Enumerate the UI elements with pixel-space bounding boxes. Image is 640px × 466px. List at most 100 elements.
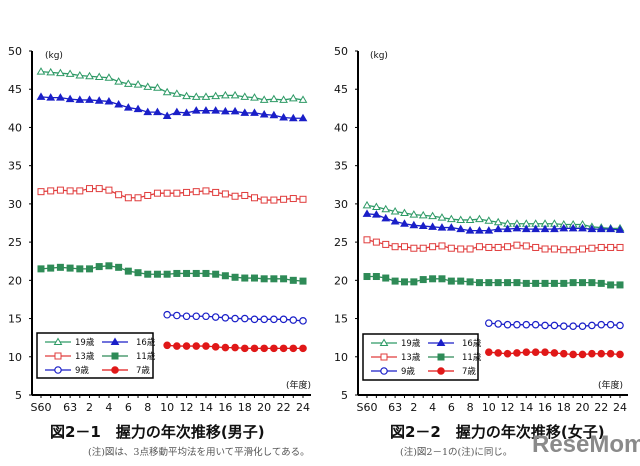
circle-marker: [221, 313, 230, 322]
square-marker: [47, 264, 55, 272]
square-marker: [494, 243, 502, 251]
circle-marker: [550, 321, 559, 330]
series-line: [366, 204, 620, 230]
square-marker: [429, 275, 437, 283]
y-tick-label: 45: [8, 83, 22, 96]
square-marker: [250, 274, 258, 282]
square-marker: [419, 244, 427, 252]
triangle-marker: [259, 109, 269, 118]
square-marker: [86, 265, 94, 273]
square-marker: [47, 187, 55, 195]
circle-marker: [578, 322, 587, 331]
square-marker: [289, 195, 297, 203]
triangle-marker: [46, 67, 56, 76]
series-9歳: [485, 319, 624, 331]
legend-label: 11歳: [462, 352, 482, 363]
square-marker: [485, 279, 493, 287]
circle-marker: [192, 342, 201, 350]
series-line: [40, 96, 303, 119]
square-marker: [124, 194, 132, 202]
triangle-marker: [269, 110, 279, 119]
square-marker: [37, 265, 45, 273]
triangle-marker: [456, 215, 466, 223]
y-tick-label: 30: [8, 198, 22, 211]
square-marker: [212, 270, 220, 278]
square-marker: [289, 276, 297, 284]
x-tick-label: 4: [105, 401, 112, 414]
x-tick-label: 18: [557, 401, 571, 414]
legend-label: 19歳: [401, 338, 421, 349]
square-marker: [221, 272, 229, 280]
square-marker: [475, 279, 483, 287]
triangle-marker: [400, 219, 409, 227]
chart-title: 図2－1 握力の年次推移(男子): [50, 423, 265, 441]
circle-marker: [279, 344, 288, 353]
triangle-marker: [390, 216, 400, 225]
square-marker: [231, 273, 239, 281]
square-marker: [124, 267, 132, 275]
square-marker: [144, 191, 152, 199]
square-marker: [202, 269, 210, 277]
x-tick-label: 10: [482, 401, 496, 414]
square-marker: [299, 277, 307, 285]
square-marker: [438, 242, 446, 250]
triangle-marker: [123, 79, 133, 87]
x-tick-label: 20: [257, 401, 271, 414]
square-marker: [616, 243, 624, 251]
square-marker: [95, 263, 103, 271]
square-marker: [541, 245, 549, 253]
circle-marker: [250, 344, 259, 353]
square-marker: [115, 191, 123, 199]
triangle-marker: [153, 107, 162, 116]
triangle-marker: [381, 213, 391, 222]
triangle-marker: [521, 224, 531, 233]
square-marker: [457, 277, 465, 285]
legend-label: 19歳: [75, 337, 95, 348]
square-marker: [37, 188, 45, 196]
square-marker: [54, 352, 62, 360]
triangle-marker: [409, 220, 419, 229]
triangle-marker: [182, 91, 191, 100]
circle-marker: [531, 320, 540, 329]
triangle-marker: [465, 226, 475, 234]
square-marker: [579, 279, 587, 287]
triangle-marker: [123, 103, 133, 111]
circle-marker: [202, 342, 210, 350]
triangle-marker: [153, 83, 162, 91]
triangle-marker: [240, 92, 250, 100]
square-marker: [173, 269, 181, 277]
circle-marker: [437, 367, 445, 375]
triangle-marker: [269, 94, 279, 103]
triangle-marker: [143, 107, 153, 116]
square-marker: [579, 245, 587, 253]
circle-marker: [231, 314, 239, 323]
square-marker: [588, 279, 596, 287]
triangle-marker: [418, 210, 428, 219]
square-marker: [134, 194, 142, 202]
circle-marker: [211, 313, 220, 321]
triangle-marker: [559, 223, 569, 232]
triangle-marker: [446, 223, 456, 231]
circle-marker: [173, 311, 181, 320]
triangle-marker: [133, 80, 143, 88]
triangle-marker: [606, 224, 616, 233]
triangle-marker: [211, 91, 221, 100]
square-marker: [212, 188, 220, 196]
triangle-marker: [162, 111, 172, 119]
y-tick-label: 30: [334, 198, 348, 211]
triangle-marker: [437, 223, 447, 231]
legend-label: 16歳: [462, 338, 482, 349]
series-19歳: [36, 67, 308, 103]
legend-label: 13歳: [401, 352, 421, 363]
triangle-marker: [418, 221, 428, 230]
triangle-marker: [191, 106, 201, 114]
legend: 19歳 16歳 13歳 11歳 9歳 7歳: [36, 332, 156, 379]
circle-marker: [578, 350, 587, 359]
circle-marker: [541, 321, 549, 330]
square-marker: [260, 275, 268, 283]
circle-marker: [541, 348, 549, 356]
square-marker: [597, 243, 605, 251]
square-marker: [607, 281, 615, 289]
triangle-marker: [362, 209, 372, 217]
